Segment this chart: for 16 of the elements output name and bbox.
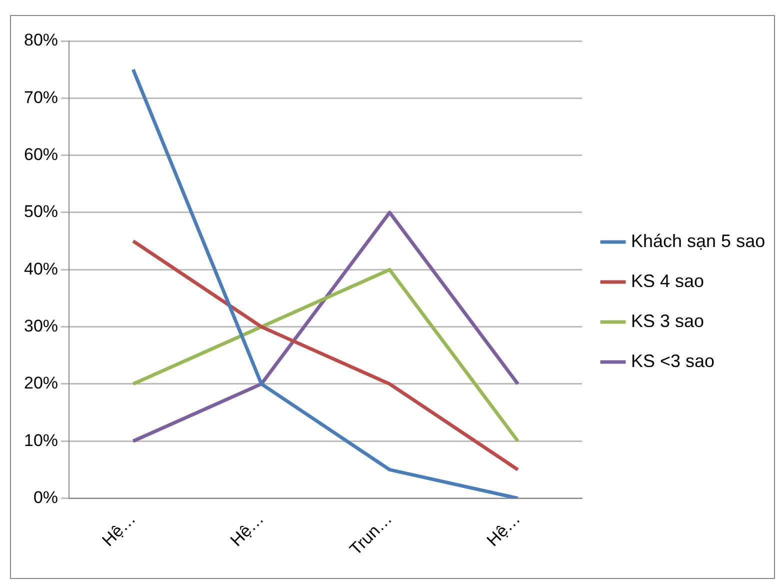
y-tick-label: 20% [24, 374, 58, 393]
x-tick-label: Hệ… [483, 509, 524, 550]
x-tick-label: Hệ… [226, 509, 268, 550]
legend-label: Khách sạn 5 sao [631, 230, 766, 251]
y-tick-label: 80% [24, 30, 58, 50]
legend-label: KS <3 sao [631, 350, 715, 371]
legend-label: KS 3 sao [631, 310, 704, 331]
y-tick-label: 60% [24, 145, 58, 164]
x-tick-label: Hệ… [98, 509, 140, 550]
legend-label: KS 4 sao [631, 270, 704, 291]
y-tick-label: 70% [24, 88, 58, 107]
y-tick-label: 0% [33, 488, 58, 507]
y-tick-label: 40% [24, 259, 58, 278]
y-tick-label: 30% [24, 316, 58, 336]
y-tick-label: 10% [24, 430, 58, 450]
y-tick-label: 50% [24, 202, 58, 222]
